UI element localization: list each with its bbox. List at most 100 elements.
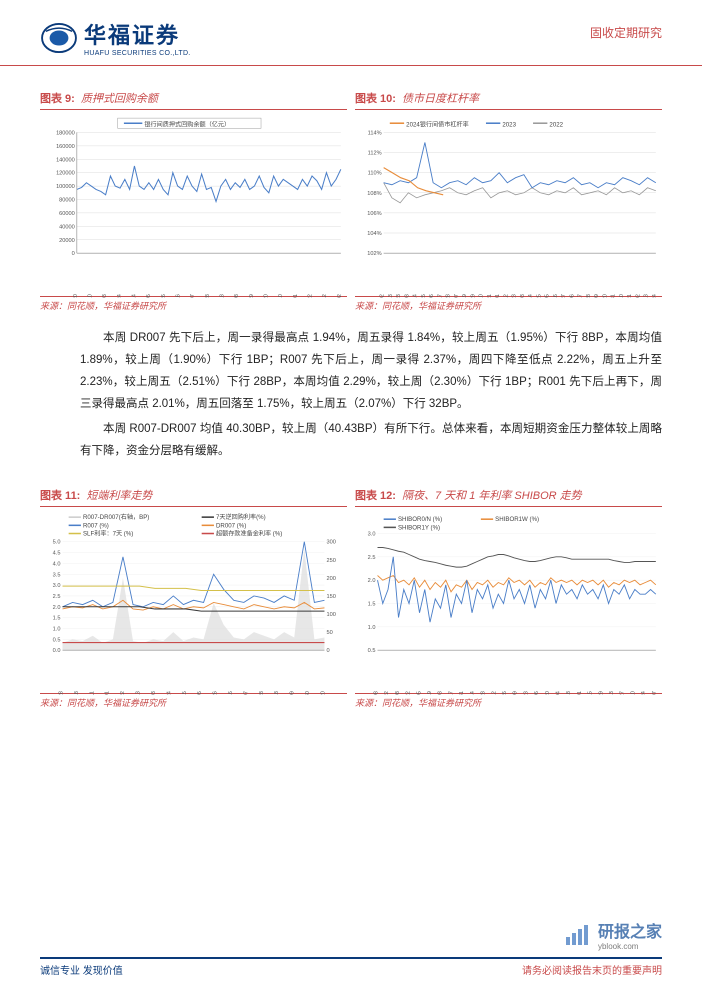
svg-text:150: 150	[327, 594, 336, 600]
svg-text:2024-08-27: 2024-08-27	[561, 294, 567, 298]
svg-text:2024-11-21: 2024-11-21	[627, 294, 633, 298]
svg-text:2024-07-14: 2024-07-14	[528, 294, 534, 298]
svg-text:2023-12-22: 2023-12-22	[307, 294, 313, 298]
svg-text:2024银行间债市杠杆率: 2024银行间债市杠杆率	[406, 120, 469, 128]
svg-text:40000: 40000	[59, 224, 75, 230]
svg-text:R007 (%): R007 (%)	[83, 522, 109, 529]
svg-text:2023-02-22: 2023-02-22	[384, 691, 390, 695]
svg-text:1.5: 1.5	[53, 616, 61, 622]
svg-text:2023-10-20: 2023-10-20	[263, 294, 269, 298]
svg-text:SHIBOR1Y (%): SHIBOR1Y (%)	[398, 524, 440, 531]
svg-text:2024-01-24: 2024-01-24	[641, 691, 647, 695]
watermark: 研报之家 yblook.com	[564, 918, 662, 951]
svg-text:2023-10-04: 2023-10-04	[555, 691, 561, 695]
svg-text:2023-08-23: 2023-08-23	[523, 691, 529, 695]
svg-text:2023-08-26: 2023-08-26	[213, 691, 219, 695]
chart-12-title: 隔夜、7 天和 1 年利率 SHIBOR 走势	[402, 490, 582, 502]
svg-text:3.0: 3.0	[368, 532, 376, 538]
svg-text:2024-11-10: 2024-11-10	[619, 294, 625, 298]
svg-text:2023-03-03: 2023-03-03	[102, 294, 108, 298]
chart-9-svg: 0200004000060000800001000001200001400001…	[40, 114, 347, 298]
svg-text:2023-11-18: 2023-11-18	[274, 691, 280, 695]
svg-text:2024-04-29: 2024-04-29	[470, 294, 476, 298]
svg-text:110%: 110%	[368, 171, 382, 177]
svg-text:2023-06-16: 2023-06-16	[176, 294, 182, 298]
chart-11-label: 图表 11:	[40, 490, 80, 502]
svg-text:100000: 100000	[56, 184, 75, 190]
chart-11: 图表 11:短端利率走势 0.00.51.01.52.02.53.03.54.0…	[40, 487, 347, 709]
svg-text:0: 0	[327, 648, 330, 654]
chart-10-source: 来源：同花顺，华福证券研究所	[355, 296, 662, 312]
svg-text:2023-09-06: 2023-09-06	[534, 691, 540, 695]
svg-text:2023-09-08: 2023-09-08	[234, 294, 240, 298]
svg-text:2023: 2023	[502, 121, 516, 128]
svg-text:R007-DR007(右轴，BP): R007-DR007(右轴，BP)	[83, 513, 149, 521]
svg-text:2023-08-18: 2023-08-18	[219, 294, 225, 298]
svg-text:2024-09-06: 2024-09-06	[569, 294, 575, 298]
svg-text:2.5: 2.5	[53, 594, 61, 600]
svg-text:2.0: 2.0	[368, 578, 376, 584]
svg-text:2024-06-23: 2024-06-23	[512, 294, 518, 298]
svg-text:2023-11-10: 2023-11-10	[278, 294, 284, 298]
svg-text:2023-06-14: 2023-06-14	[470, 691, 476, 695]
chart-9-title: 质押式回购余额	[81, 93, 158, 105]
svg-text:2024-12-02: 2024-12-02	[635, 294, 641, 298]
logo-block: 华福证券 HUAFU SECURITIES CO.,LTD.	[40, 18, 191, 57]
svg-text:2024-05-21: 2024-05-21	[487, 294, 493, 298]
company-name-cn: 华福证券	[84, 18, 191, 50]
chart-row-2: 图表 11:短端利率走势 0.00.51.01.52.02.53.03.54.0…	[0, 487, 702, 709]
svg-text:2024-09-28: 2024-09-28	[586, 294, 592, 298]
svg-text:102%: 102%	[367, 251, 381, 257]
svg-text:2023-11-15: 2023-11-15	[588, 691, 594, 695]
svg-text:2024-03-28: 2024-03-28	[446, 294, 452, 298]
svg-text:2023-04-19: 2023-04-19	[427, 691, 433, 695]
svg-text:300: 300	[327, 540, 336, 546]
svg-text:2023-02-18: 2023-02-18	[74, 691, 80, 695]
body-p1: 本周 DR007 先下后上，周一录得最高点 1.94%，周五录得 1.84%，较…	[80, 328, 662, 415]
svg-text:2023-10-28: 2023-10-28	[259, 691, 265, 695]
svg-text:7天逆回购利率(%): 7天逆回购利率(%)	[216, 513, 266, 521]
svg-text:60000: 60000	[59, 211, 75, 217]
svg-text:104%: 104%	[367, 231, 381, 237]
svg-text:2023-07-15: 2023-07-15	[182, 691, 188, 695]
svg-text:超额存款准备金利率 (%): 超额存款准备金利率 (%)	[216, 530, 282, 538]
body-text: 本周 DR007 先下后上，周一录得最高点 1.94%，周五录得 1.84%，较…	[0, 312, 702, 463]
svg-text:2023-12-13: 2023-12-13	[609, 691, 615, 695]
svg-text:2023-10-18: 2023-10-18	[566, 691, 572, 695]
svg-text:2023-08-05: 2023-08-05	[197, 691, 203, 695]
svg-text:DR007 (%): DR007 (%)	[216, 522, 246, 529]
chart-11-svg: 0.00.51.01.52.02.53.03.54.04.55.00501001…	[40, 511, 347, 695]
svg-text:2023-05-31: 2023-05-31	[459, 691, 465, 695]
svg-text:2024-01-20: 2024-01-20	[320, 691, 326, 695]
svg-text:2023-07-07: 2023-07-07	[190, 294, 196, 298]
svg-text:2023-06-24: 2023-06-24	[166, 691, 172, 695]
svg-text:2023-03-11: 2023-03-11	[89, 691, 95, 695]
svg-text:120000: 120000	[56, 171, 75, 177]
svg-text:2024-02-25: 2024-02-25	[421, 294, 427, 298]
svg-text:50: 50	[327, 630, 333, 636]
svg-text:0.5: 0.5	[53, 637, 61, 643]
chart-10: 图表 10:债市日度杠杆率 102%104%106%108%110%112%11…	[355, 90, 662, 312]
svg-text:80000: 80000	[59, 198, 75, 204]
svg-text:2024-04-07: 2024-04-07	[454, 294, 460, 298]
svg-text:2023-07-12: 2023-07-12	[491, 691, 497, 695]
svg-text:1.0: 1.0	[368, 625, 376, 631]
svg-text:2023-04-05: 2023-04-05	[416, 691, 422, 695]
svg-text:2023-07-26: 2023-07-26	[502, 691, 508, 695]
svg-text:2023-02-10: 2023-02-10	[88, 294, 94, 298]
svg-text:2023-04-01: 2023-04-01	[105, 691, 111, 695]
chart-12-svg: 0.51.01.52.02.53.0SHIBOR0/N (%)SHIBOR1W …	[355, 511, 662, 695]
page-footer: 诚信专业 发现价值 请务必阅读报告末页的重要声明	[40, 957, 662, 977]
svg-text:2024-10-09: 2024-10-09	[594, 294, 600, 298]
svg-text:2022: 2022	[549, 121, 563, 128]
svg-text:2023-06-28: 2023-06-28	[481, 691, 487, 695]
svg-text:2023-02-08: 2023-02-08	[374, 691, 380, 695]
svg-text:2024-06-01: 2024-06-01	[495, 294, 501, 298]
svg-text:2024-01-23: 2024-01-23	[396, 294, 402, 298]
svg-text:2023-06-03: 2023-06-03	[151, 691, 157, 695]
svg-text:2023-05-05: 2023-05-05	[146, 294, 152, 298]
footer-right: 请务必阅读报告末页的重要声明	[522, 962, 662, 977]
svg-text:2023-09-20: 2023-09-20	[545, 691, 551, 695]
svg-text:108%: 108%	[367, 191, 381, 197]
chart-9-label: 图表 9:	[40, 93, 75, 105]
